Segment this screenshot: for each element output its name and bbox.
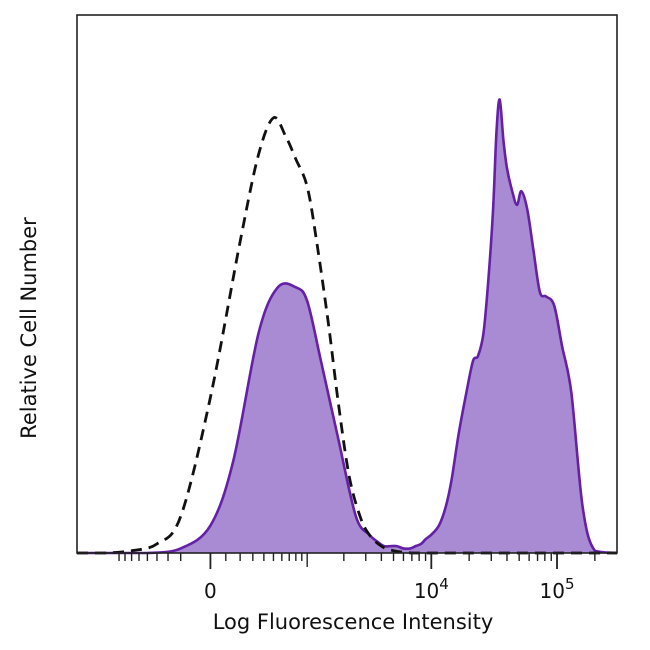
series-0-line [77,98,618,555]
series-0-fill [77,99,617,553]
x-tick-label-exponent: 5 [565,575,575,593]
x-tick-label: 105 [540,575,575,603]
x-axis-ticks: 0 104 105 [118,553,596,603]
plot-area [77,98,618,555]
y-axis-label: Relative Cell Number [17,217,41,439]
x-tick-label: 0 [204,579,217,603]
series-1-line [77,116,617,555]
x-tick-label-base: 10 [540,579,565,603]
x-tick-label-exponent: 4 [439,575,449,593]
x-axis-label: Log Fluorescence Intensity [213,610,494,634]
x-tick-label-base: 10 [414,579,439,603]
plot-frame [76,14,618,554]
x-tick-label: 104 [414,575,449,603]
